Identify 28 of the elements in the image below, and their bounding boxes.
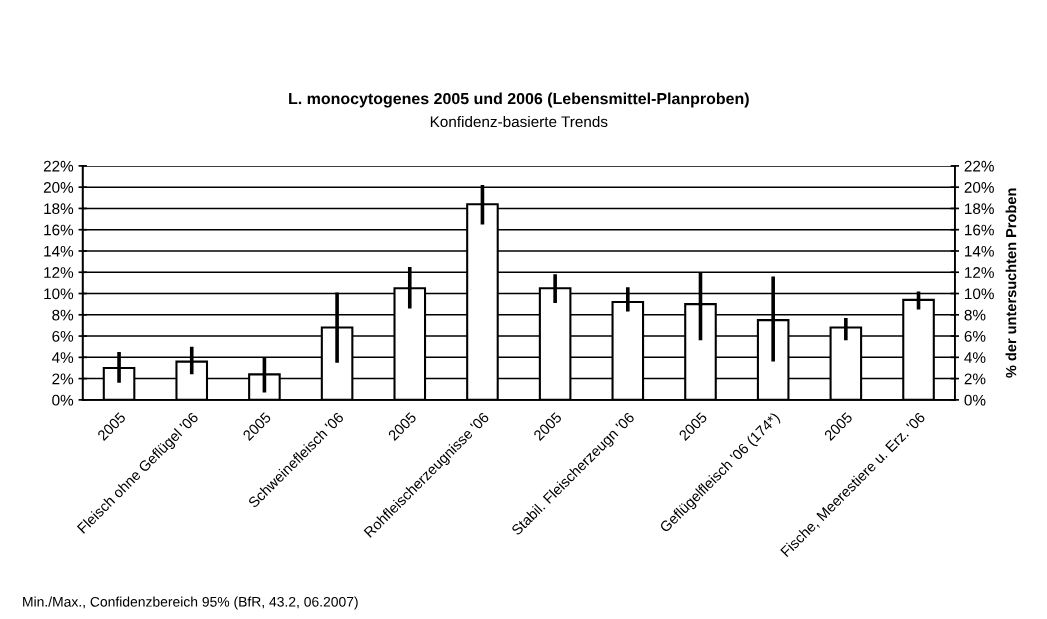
- y2-tick-label: 10%: [965, 288, 994, 300]
- y2-tick-label: 0%: [964, 394, 986, 406]
- y2-tick-label: 20%: [964, 182, 994, 193]
- y-tick-label: 18%: [44, 203, 74, 215]
- y-tick-label: 10%: [44, 288, 74, 300]
- chart-subtitle: Konfidenz-basierte Trends: [430, 115, 608, 128]
- y2-axis-title: % der untersuchten Proben: [1005, 188, 1017, 378]
- y-tick-label: 4%: [51, 352, 74, 363]
- y2-tick-label: 18%: [965, 203, 994, 215]
- y2-tick-label: 16%: [965, 224, 994, 236]
- y-tick-label: 20%: [43, 182, 74, 193]
- y-tick-label: 16%: [44, 224, 74, 236]
- y-tick-label: 2%: [52, 373, 74, 385]
- y-tick-label: 12%: [44, 267, 74, 278]
- y2-tick-label: 14%: [965, 245, 994, 257]
- y-tick-label: 6%: [52, 330, 74, 342]
- text: Min./Max., Confidenzbereich 95% (BfR, 43.2, 06.2007): [23, 596, 358, 610]
- y2-tick-label: 8%: [964, 309, 986, 321]
- y2-tick-label: 2%: [964, 373, 986, 385]
- y2-tick-label: 6%: [964, 330, 986, 342]
- y-tick-label: 0%: [52, 394, 74, 406]
- y2-tick-label: 22%: [964, 160, 994, 172]
- y-tick-label: 8%: [52, 309, 74, 321]
- y-tick-label: 14%: [44, 245, 74, 257]
- y2-tick-label: 12%: [965, 267, 994, 278]
- chart-title: L. monocytogenes 2005 und 2006 (Lebensmittel-Planproben): [289, 92, 749, 108]
- y2-tick-label: 4%: [964, 352, 986, 363]
- y-tick-label: 22%: [43, 160, 74, 172]
